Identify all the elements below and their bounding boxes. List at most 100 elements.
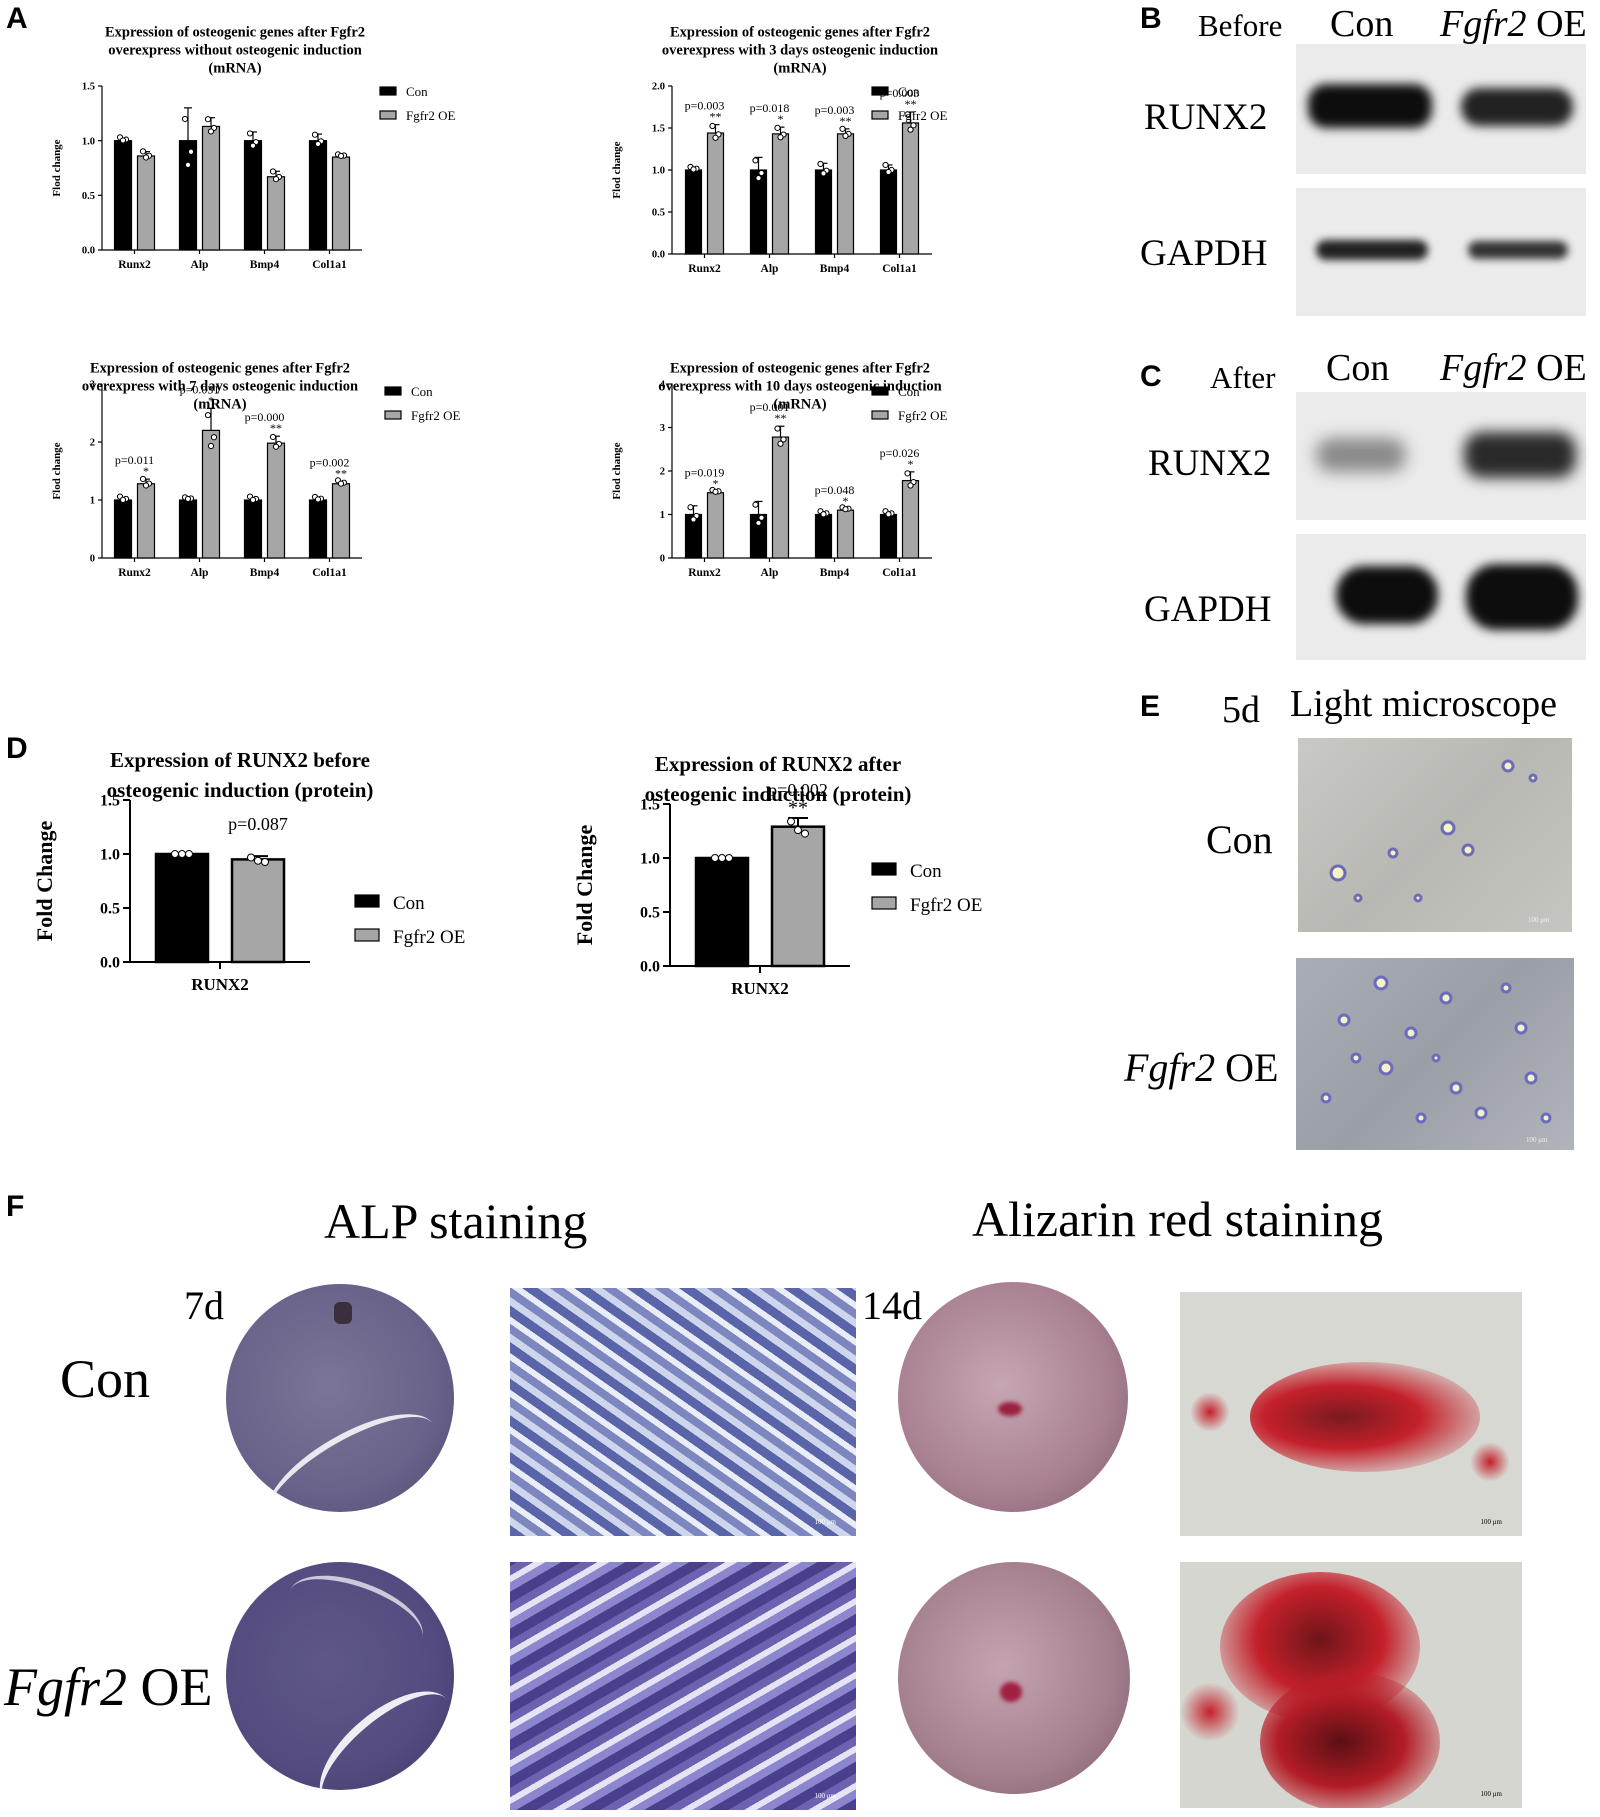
data-point <box>712 488 719 495</box>
chart-plot-area: 0.0 0.5 1.0 1.5 Flod change Runx2 Alp Bmp4 Col1a… <box>51 82 362 271</box>
x-tick-label: Runx2 <box>688 263 721 275</box>
panel-label-d: D <box>6 732 28 765</box>
microscope-oe-image: 100 μm <box>1296 958 1574 1150</box>
oe-suffix: OE <box>1526 347 1587 389</box>
data-point <box>712 134 719 141</box>
legend-label-con: Con <box>898 384 920 399</box>
x-tick-label: Col1a1 <box>882 567 917 579</box>
gene-name: Fgfr2 <box>1440 3 1527 45</box>
bar-oe <box>901 122 920 255</box>
data-point <box>907 482 914 489</box>
gene-name: Fgfr2 <box>1440 347 1527 389</box>
data-point <box>207 128 215 135</box>
microscope-row-con: Con <box>1206 817 1273 862</box>
data-point <box>246 130 254 137</box>
data-point <box>337 480 345 487</box>
p-value-label: p=0.019 <box>685 465 725 479</box>
p-value-label: p=0.000 <box>245 410 285 424</box>
y-tick-label: 4 <box>660 380 666 391</box>
chart-title-line: (mRNA) <box>208 61 261 77</box>
data-point <box>185 850 193 858</box>
legend-label-oe: Fgfr2 OE <box>411 408 461 423</box>
chart-title-line: Expression of osteogenic genes after Fgf… <box>105 25 365 41</box>
bar-con <box>243 140 263 251</box>
y-axis-label: Fold Change <box>32 821 57 942</box>
y-tick-label: 1.0 <box>652 166 665 177</box>
p-value-label: p=0.003 <box>815 103 855 117</box>
data-point <box>269 433 277 441</box>
microscope-con-image: 100 μm <box>1298 738 1572 932</box>
bar-con <box>879 169 898 255</box>
blot-before-row-gapdh: GAPDH <box>1140 233 1268 274</box>
legend-swatch-con <box>354 894 380 908</box>
data-point <box>207 442 215 450</box>
chart-title-line: (mRNA) <box>773 397 826 413</box>
p-value-label: p=0.011 <box>115 453 154 467</box>
legend-label-con: Con <box>411 384 433 399</box>
p-value-label: p=0.003 <box>685 99 725 113</box>
panel-label-e: E <box>1140 690 1161 723</box>
legend-swatch-oe <box>871 110 889 120</box>
data-point <box>311 131 319 138</box>
significance-stars: * <box>143 464 149 478</box>
bar-oe <box>770 825 826 968</box>
y-tick-label: 0.0 <box>100 955 120 972</box>
chart-protein-before: Expression of RUNX2 before osteogenic ind… <box>32 748 465 994</box>
oe-suffix: OE <box>1526 3 1587 45</box>
data-point <box>755 174 762 182</box>
alp-well-oe <box>226 1562 454 1790</box>
data-point <box>752 501 759 508</box>
legend-swatch-con <box>379 86 397 96</box>
blot-after-row-runx2: RUNX2 <box>1148 443 1272 484</box>
p-value-label: p=0.026 <box>880 446 920 460</box>
bar-con <box>154 852 210 964</box>
data-point <box>254 856 262 865</box>
x-tick-label: Runx2 <box>118 259 151 271</box>
x-tick-label: Alp <box>761 263 779 275</box>
y-tick-label: 0 <box>660 554 665 565</box>
data-point <box>842 506 849 513</box>
data-point <box>204 412 212 419</box>
legend-swatch-oe <box>354 928 380 942</box>
bar-oe <box>266 176 286 251</box>
alp-well-con <box>226 1284 454 1512</box>
data-point <box>261 857 269 866</box>
bar-oe <box>836 133 855 255</box>
panel-label-f: F <box>6 1190 25 1223</box>
data-point <box>314 496 322 503</box>
blot-after-runx2-image <box>1296 392 1586 520</box>
chart-mrna-3-days: Expression of osteogenic genes after Fgf… <box>611 25 948 276</box>
legend-label-con: Con <box>406 84 428 99</box>
chart-title-line: (mRNA) <box>193 397 246 413</box>
data-point <box>885 511 892 518</box>
microscope-oe-cells: 100 μm <box>1320 975 1552 1144</box>
legend-swatch-oe <box>871 896 897 910</box>
significance-stars: ** <box>775 411 787 425</box>
alizarin-micro-oe-scalebar: 100 μm <box>1480 1790 1502 1798</box>
data-point <box>904 111 911 118</box>
chart-plot-area: 0.0 0.5 1.0 1.5 Fold Change RUNX2 **p=0.002 <box>572 780 850 998</box>
alp-micro-con-scalebar: 100 μm <box>814 1518 836 1526</box>
significance-stars: ** <box>270 421 282 435</box>
y-tick-label: 1.5 <box>652 124 665 135</box>
legend-label-oe: Fgfr2 OE <box>406 108 456 123</box>
microscope-day: 5d <box>1222 689 1260 731</box>
data-point <box>249 142 257 149</box>
data-point <box>839 125 846 132</box>
bar-oe <box>771 133 790 255</box>
y-tick-label: 0.5 <box>652 208 665 219</box>
data-point <box>801 829 809 838</box>
y-axis-label: Flod change <box>51 442 63 499</box>
y-tick-label: 0.0 <box>652 250 665 261</box>
alizarin-well-con <box>898 1282 1128 1512</box>
x-tick-label: Col1a1 <box>312 259 347 271</box>
blot-before-runx2-image <box>1296 44 1586 174</box>
bar-oe <box>331 483 351 559</box>
data-point <box>142 482 150 489</box>
significance-stars: * <box>713 476 719 490</box>
data-point <box>725 854 733 862</box>
y-tick-label: 0.5 <box>640 905 660 922</box>
y-tick-label: 1.5 <box>100 793 120 810</box>
data-point <box>184 161 192 169</box>
